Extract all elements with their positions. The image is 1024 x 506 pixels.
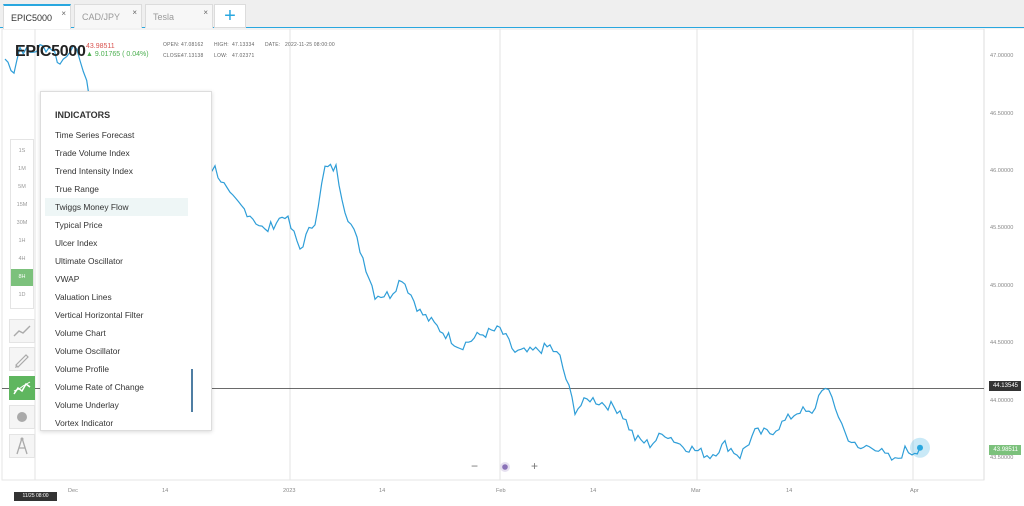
compass-tool-icon[interactable] (9, 434, 35, 458)
timeframe-selector: 1S 1M 5M 15M 30M 1H 4H 8H 1D (10, 139, 34, 309)
tab-tesla[interactable]: Tesla × (145, 4, 213, 28)
circle-icon (17, 412, 27, 422)
price-change-value: 9.01765 ( 0.04%) (94, 51, 149, 58)
tab-label: CAD/JPY (82, 12, 121, 22)
indicator-item[interactable]: Volume Rate of Change (55, 382, 144, 392)
close-icon[interactable]: × (203, 8, 208, 17)
indicators-title: INDICATORS (55, 110, 111, 120)
zoom-reset-icon[interactable] (499, 461, 511, 473)
zoom-in-button[interactable]: + (531, 459, 539, 473)
x-tick-label: Dec (68, 488, 78, 494)
indicator-item[interactable]: True Range (55, 184, 99, 194)
price-change-label: ▲ 9.01765 ( 0.04%) (86, 51, 149, 58)
open-label: OPEN: (163, 42, 180, 48)
indicators-scrollbar[interactable] (191, 369, 193, 412)
pencil-tool-icon[interactable] (9, 347, 35, 371)
last-price-dot (917, 444, 923, 451)
close-icon[interactable]: × (61, 9, 66, 18)
indicator-item[interactable]: Ulcer Index (55, 238, 98, 248)
x-tick-label: 14 (590, 488, 597, 494)
symbol-title: EPIC5000 (15, 43, 86, 60)
crosshair-time-tag: 11/25 08:00 (14, 492, 57, 501)
add-tab-button[interactable]: + (214, 4, 246, 28)
low-label: LOW: (214, 53, 228, 59)
timeframe-8h[interactable]: 8H (11, 269, 33, 286)
timeframe-30m[interactable]: 30M (16, 220, 28, 226)
indicator-icon (13, 381, 31, 395)
x-tick-label: 14 (786, 488, 793, 494)
zoom-out-button[interactable]: − (471, 459, 479, 473)
indicator-item[interactable]: Vortex Indicator (55, 418, 114, 428)
timeframe-5m[interactable]: 5M (18, 184, 26, 190)
open-value: 47.08162 (181, 42, 204, 48)
current-price-label: 43.98511 (86, 43, 115, 50)
pencil-icon (15, 354, 29, 368)
indicator-tool-icon[interactable] (9, 376, 35, 400)
y-tick-label: 45.00000 (990, 283, 1014, 289)
indicator-item[interactable]: Volume Chart (55, 328, 106, 338)
indicator-item[interactable]: Twiggs Money Flow (45, 198, 188, 216)
timeframe-1m[interactable]: 1M (18, 166, 26, 172)
chart-area[interactable]: EPIC5000 43.98511 ▲ 9.01765 ( 0.04%) OPE… (0, 29, 1024, 506)
y-tick-label: 47.00000 (990, 53, 1014, 59)
timeframe-1h[interactable]: 1H (18, 238, 26, 244)
tab-label: EPIC5000 (11, 13, 53, 23)
indicators-panel: INDICATORS Time Series Forecast Trade Vo… (40, 91, 212, 431)
indicator-item[interactable]: Trend Intensity Index (55, 166, 133, 176)
timeframe-1d[interactable]: 1D (18, 292, 26, 298)
date-label: DATE: (265, 42, 281, 48)
x-tick-label: Feb (496, 488, 506, 494)
tab-bar: EPIC5000 × CAD/JPY × Tesla × + (0, 0, 1024, 29)
y-tick-label: 44.00000 (990, 398, 1014, 404)
tab-label: Tesla (153, 12, 175, 22)
date-value: 2022-11-25 08:00:00 (285, 42, 335, 48)
high-label: HIGH: (214, 42, 229, 48)
close-value: 47.13138 (181, 53, 204, 59)
tab-cadjpy[interactable]: CAD/JPY × (74, 4, 142, 28)
timeframe-1s[interactable]: 1S (18, 148, 26, 154)
close-icon[interactable]: × (132, 8, 137, 17)
x-tick-label: 14 (379, 488, 386, 494)
low-value: 47.02371 (232, 53, 255, 59)
crosshair-price-tag: 44.13545 (988, 381, 1021, 391)
indicator-item[interactable]: Time Series Forecast (55, 130, 135, 140)
y-tick-label: 45.50000 (990, 225, 1014, 231)
timeframe-15m[interactable]: 15M (16, 202, 28, 208)
timeframe-4h[interactable]: 4H (18, 256, 26, 262)
close-label: CLOSE: (163, 53, 183, 59)
y-tick-label: 46.50000 (990, 111, 1014, 117)
y-tick-label: 43.50000 (990, 455, 1014, 461)
line-chart-icon (13, 325, 31, 337)
tab-epic5000[interactable]: EPIC5000 × (3, 4, 71, 29)
indicator-item[interactable]: Trade Volume Index (55, 148, 130, 158)
indicator-item[interactable]: Typical Price (55, 220, 103, 230)
line-chart-tool-icon[interactable] (9, 319, 35, 343)
x-tick-label: Mar (691, 488, 701, 494)
indicator-item[interactable]: Vertical Horizontal Filter (55, 310, 144, 320)
high-value: 47.13334 (232, 42, 255, 48)
x-tick-label: 14 (162, 488, 169, 494)
indicator-item[interactable]: Volume Underlay (55, 400, 119, 410)
circle-tool-icon[interactable] (9, 405, 35, 429)
current-price-tag: 43.98511 (989, 445, 1021, 455)
y-tick-label: 44.50000 (990, 340, 1014, 346)
indicator-item[interactable]: Valuation Lines (55, 292, 112, 302)
x-tick-label: 2023 (283, 488, 296, 494)
indicator-item[interactable]: Volume Oscillator (55, 346, 121, 356)
indicator-item[interactable]: Volume Profile (55, 364, 109, 374)
indicator-item[interactable]: VWAP (55, 274, 80, 284)
x-tick-label: Apr (910, 488, 919, 494)
indicator-item[interactable]: Ultimate Oscillator (55, 256, 123, 266)
y-tick-label: 46.00000 (990, 168, 1014, 174)
compass-icon (16, 437, 28, 455)
price-chart[interactable] (0, 29, 1024, 506)
